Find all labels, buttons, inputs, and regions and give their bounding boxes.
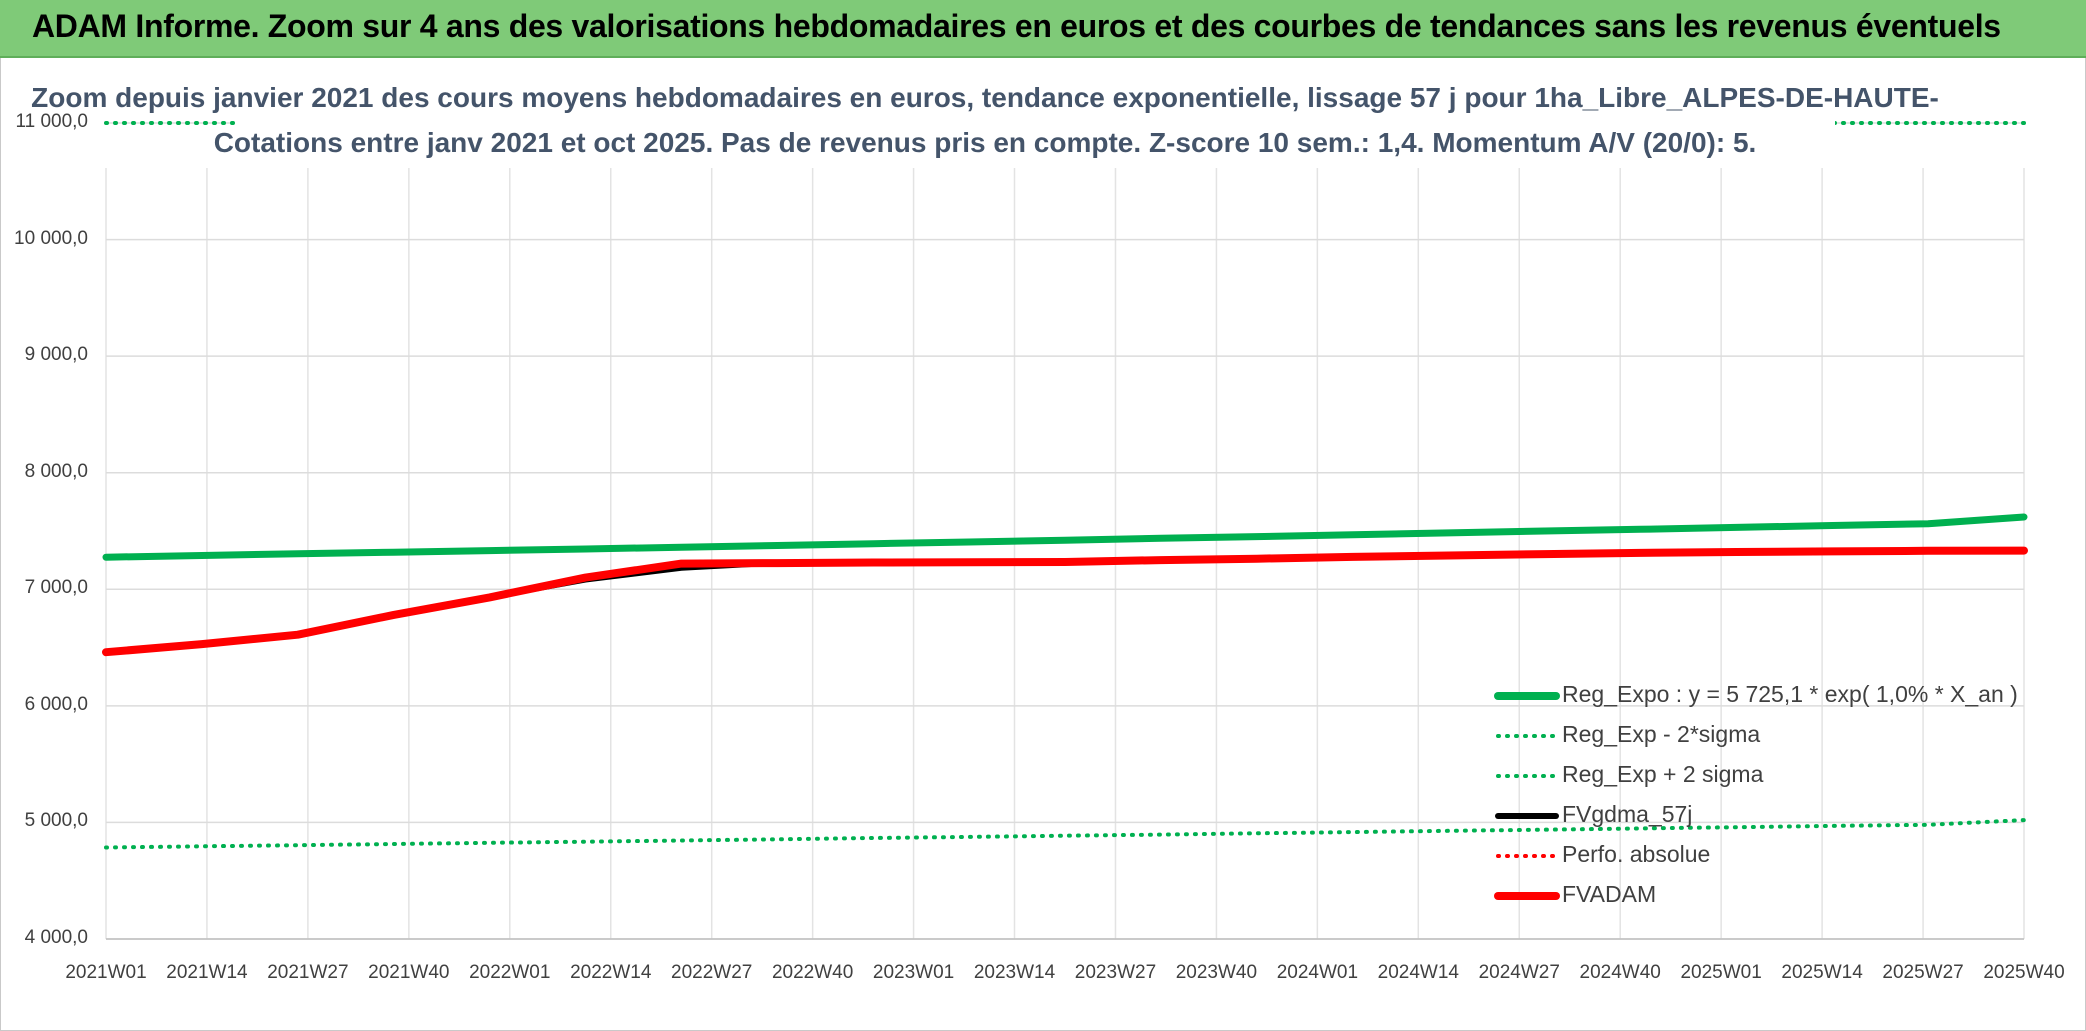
x-tick-label: 2025W27 <box>1882 962 1964 983</box>
x-tick-label: 2025W14 <box>1781 962 1863 983</box>
y-tick-label: 6 000,0 <box>24 693 88 715</box>
legend-label: Reg_Exp - 2*sigma <box>1562 721 1761 747</box>
legend-label: FVADAM <box>1562 881 1657 907</box>
x-tick-label: 2021W01 <box>65 962 147 983</box>
x-tick-label: 2025W01 <box>1680 962 1762 983</box>
legend-label: Reg_Exp + 2 sigma <box>1562 761 1764 787</box>
report-title: ADAM Informe. Zoom sur 4 ans des valoris… <box>32 8 2001 44</box>
y-tick-label: 5 000,0 <box>24 810 88 832</box>
chart-legend: Reg_Expo : y = 5 725,1 * exp( 1,0% * X_a… <box>1494 676 2034 916</box>
y-tick-label: 11 000,0 <box>15 111 88 132</box>
legend-item: Reg_Expo : y = 5 725,1 * exp( 1,0% * X_a… <box>1494 676 2034 716</box>
x-tick-label: 2025W40 <box>1983 962 2065 983</box>
chart-series <box>102 121 2028 850</box>
legend-item: FVgdma_57j <box>1494 796 2034 836</box>
chart-title-line-1: Zoom depuis janvier 2021 des cours moyen… <box>31 82 1939 113</box>
legend-item: Perfo. absolue <box>1494 836 2034 876</box>
y-tick-label: 8 000,0 <box>24 460 88 482</box>
x-tick-label: 2024W14 <box>1377 962 1459 983</box>
x-tick-label: 2022W27 <box>671 962 753 983</box>
title-backdrop <box>235 104 1835 164</box>
x-tick-label: 2022W40 <box>771 962 854 983</box>
x-tick-label: 2021W40 <box>368 962 450 983</box>
series-line-reg-expo-y-5-725-1-exp-1-0-x-an- <box>102 513 2028 561</box>
x-tick-label: 2023W14 <box>973 962 1056 983</box>
x-tick-label: 2024W27 <box>1478 962 1560 983</box>
legend-label: Reg_Expo : y = 5 725,1 * exp( 1,0% * X_a… <box>1562 681 2018 707</box>
legend-swatch <box>1495 813 1559 819</box>
x-tick-label: 2024W01 <box>1276 962 1359 983</box>
legend-swatch <box>1496 774 1558 778</box>
x-tick-label: 2023W27 <box>1074 962 1157 983</box>
legend-item: FVADAM <box>1494 876 2034 916</box>
x-tick-label: 2022W14 <box>570 962 652 983</box>
legend-label: Perfo. absolue <box>1562 841 1711 867</box>
x-tick-label: 2022W01 <box>469 962 551 983</box>
report-banner: ADAM Informe. Zoom sur 4 ans des valoris… <box>0 0 2086 58</box>
legend-swatch <box>1494 692 1560 700</box>
y-tick-label: 4 000,0 <box>24 927 88 948</box>
legend-label: FVgdma_57j <box>1562 801 1693 827</box>
x-tick-label: 2023W40 <box>1175 962 1258 983</box>
legend-item: Reg_Exp - 2*sigma <box>1494 716 2034 756</box>
y-tick-label: 7 000,0 <box>24 577 88 599</box>
series-line-fvadam <box>102 546 2028 657</box>
chart-title-line-2: Cotations entre janv 2021 et oct 2025. P… <box>213 127 1757 158</box>
x-tick-label: 2021W14 <box>166 962 248 983</box>
x-tick-label: 2021W27 <box>267 962 349 983</box>
x-tick-label: 2023W01 <box>872 962 955 983</box>
legend-swatch <box>1496 854 1558 858</box>
x-tick-label: 2024W40 <box>1579 962 1661 983</box>
y-tick-label: 9 000,0 <box>24 344 88 366</box>
legend-item: Reg_Exp + 2 sigma <box>1494 756 2034 796</box>
legend-swatch <box>1494 892 1560 900</box>
legend-swatch <box>1496 734 1558 738</box>
y-tick-label: 10 000,0 <box>14 227 88 249</box>
